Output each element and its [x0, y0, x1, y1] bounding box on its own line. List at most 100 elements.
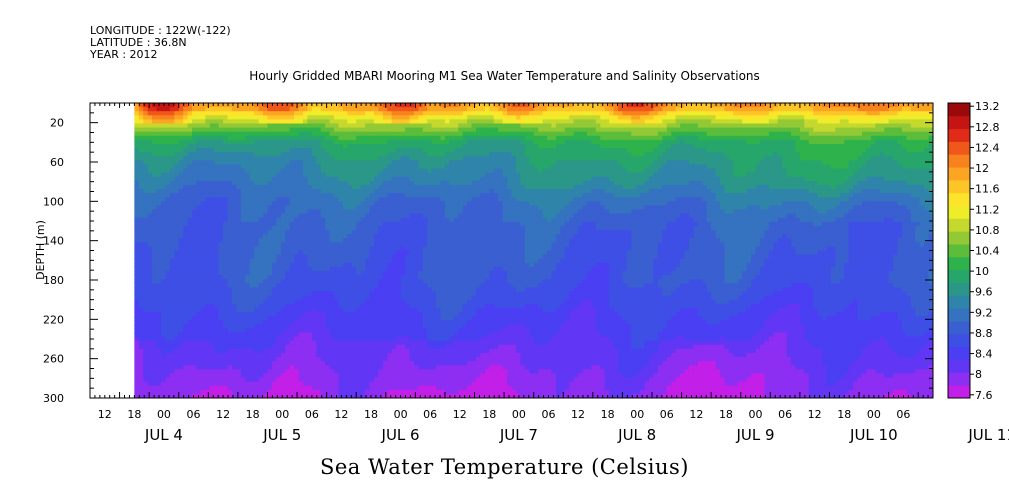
heat-cell [413, 287, 419, 293]
heat-cell [178, 365, 184, 370]
heat-cell [249, 295, 255, 301]
heat-cell [418, 148, 424, 153]
heat-cell [320, 107, 326, 112]
heat-cell [289, 197, 295, 202]
heat-cell [356, 184, 362, 190]
heat-cell [298, 193, 304, 198]
heat-cell [302, 160, 309, 166]
heat-cell [187, 225, 193, 231]
heat-cell [436, 135, 442, 141]
heat-cell [382, 320, 388, 325]
heat-cell [307, 127, 313, 133]
heat-cell [280, 184, 286, 190]
heat-cell [227, 344, 233, 350]
heat-cell [413, 344, 419, 350]
heat-cell [347, 119, 353, 125]
heat-cell [298, 307, 304, 313]
heat-cell [418, 123, 424, 129]
heat-cell [263, 197, 269, 202]
heat-cell [240, 348, 246, 354]
heat-cell [400, 180, 406, 186]
heat-cell [360, 348, 366, 354]
heat-cell [258, 328, 264, 334]
heat-cell [178, 184, 184, 190]
heat-cell [192, 385, 198, 391]
heat-cell [209, 348, 215, 354]
heat-cell [196, 230, 202, 235]
heat-cell [365, 377, 371, 383]
heat-cell [325, 373, 331, 379]
heat-cell [391, 332, 397, 338]
heat-cell [413, 262, 419, 268]
heat-cell [254, 143, 260, 149]
heat-cell [236, 168, 242, 174]
heat-cell [422, 111, 428, 116]
heat-cell [280, 115, 286, 120]
heat-cell [347, 115, 353, 120]
heat-cell [152, 361, 158, 366]
heat-cell [351, 111, 357, 116]
heat-cell [365, 336, 371, 342]
heat-cell [382, 262, 388, 268]
heat-cell [418, 225, 424, 231]
heat-cell [187, 201, 193, 207]
heat-cell [263, 361, 269, 366]
heat-cell [431, 381, 437, 387]
heat-cell [427, 193, 433, 198]
heat-cell [342, 303, 348, 309]
heat-cell [187, 197, 193, 202]
heat-cell [156, 369, 162, 375]
heat-cell [302, 279, 309, 284]
heat-cell [196, 164, 202, 170]
heat-cell [138, 365, 144, 370]
heat-cell [271, 197, 277, 202]
heat-cell [422, 381, 428, 387]
heat-cell [209, 266, 215, 272]
heat-cell [311, 213, 317, 219]
heat-cell [307, 262, 313, 268]
heat-cell [160, 119, 167, 125]
heat-cell [427, 107, 433, 112]
heat-cell [227, 299, 233, 305]
heat-cell [196, 201, 202, 207]
heat-cell [240, 369, 246, 375]
heat-cell [316, 365, 322, 370]
heat-cell [236, 234, 242, 239]
heat-cell [143, 324, 149, 329]
heat-cell [307, 316, 313, 321]
heat-cell [422, 127, 428, 133]
heat-cell [271, 307, 277, 313]
heat-cell [413, 111, 419, 116]
heat-cell [338, 307, 344, 313]
heat-cell [209, 291, 215, 297]
heat-cell [396, 184, 402, 190]
heat-cell [156, 143, 162, 149]
heat-cell [422, 250, 428, 256]
heat-cell [311, 311, 317, 317]
heat-cell [209, 225, 215, 231]
heat-cell [396, 393, 402, 398]
heat-cell [387, 344, 393, 350]
heat-cell [356, 316, 362, 321]
heat-cell [347, 295, 353, 301]
heat-cell [413, 168, 419, 174]
heat-cell [227, 258, 233, 264]
heat-cell [165, 262, 171, 268]
heat-cell [209, 258, 215, 264]
heat-cell [174, 275, 180, 280]
heat-cell [400, 316, 406, 321]
heat-cell [360, 389, 366, 395]
heat-cell [329, 201, 335, 207]
heat-cell [369, 287, 375, 293]
heat-cell [422, 389, 428, 395]
heat-cell [218, 164, 224, 170]
heat-cell [165, 357, 171, 362]
heat-cell [178, 131, 184, 137]
heat-cell [307, 270, 313, 276]
heat-cell [351, 373, 357, 379]
heat-cell [263, 352, 269, 358]
heat-cell [196, 275, 202, 280]
heat-cell [320, 193, 326, 198]
heat-cell [245, 123, 251, 129]
heat-cell [231, 393, 238, 398]
